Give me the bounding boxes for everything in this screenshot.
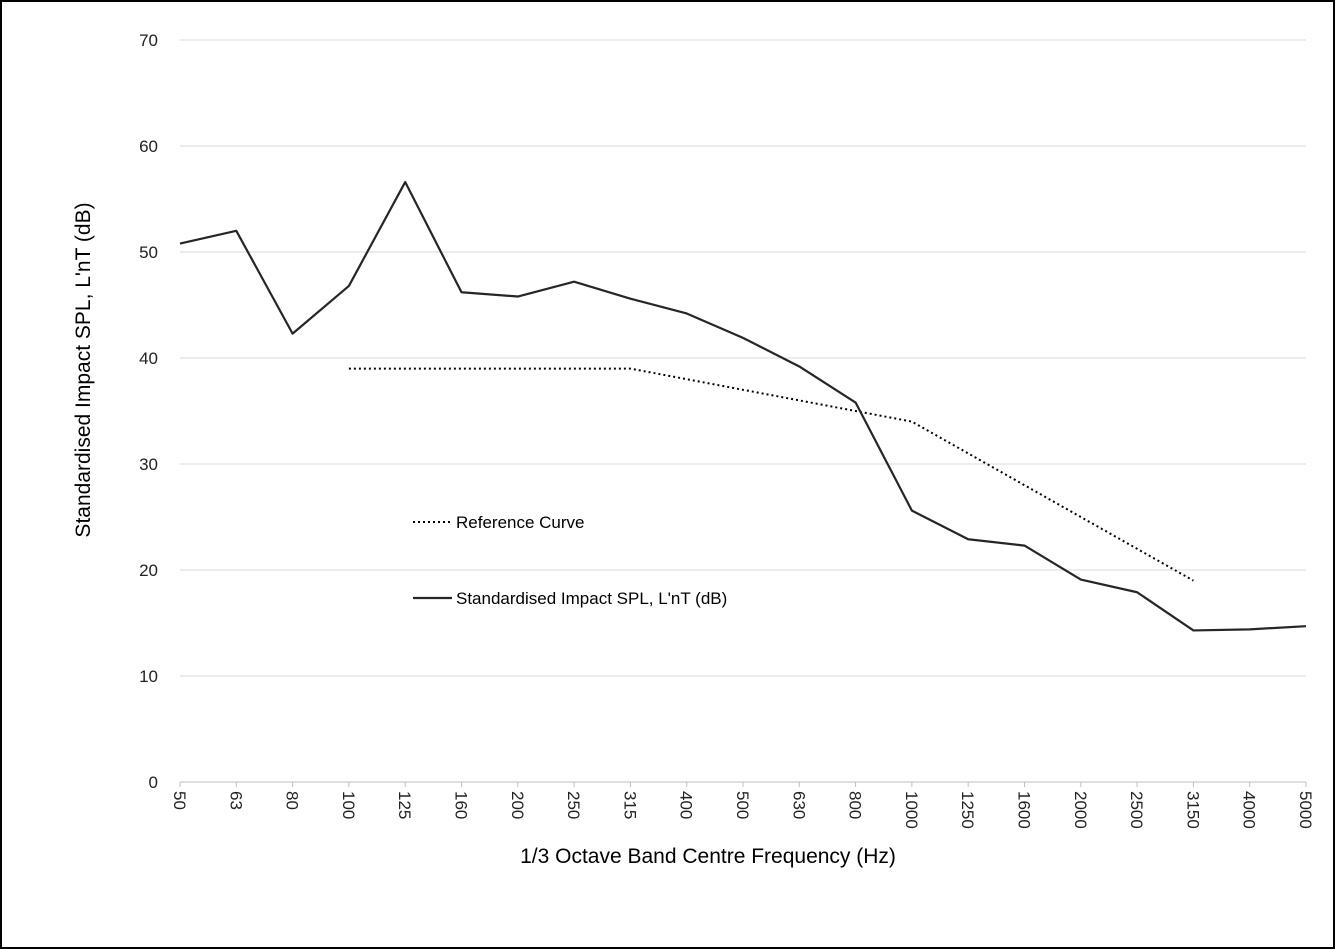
series-lines <box>179 180 1307 632</box>
y-tick-label: 20 <box>139 561 158 580</box>
x-tick-label: 3150 <box>1183 791 1202 829</box>
x-tick-label: 1600 <box>1015 791 1034 829</box>
y-tick-label: 40 <box>139 349 158 368</box>
y-axis-title: Standardised Impact SPL, L'nT (dB) <box>72 202 95 537</box>
x-tick-label: 160 <box>452 791 471 819</box>
x-tick-label: 100 <box>339 791 358 819</box>
legend: Reference Curve Standardised Impact SPL, … <box>413 513 727 608</box>
x-tick-label: 2000 <box>1071 791 1090 829</box>
x-tick-label: 4000 <box>1240 791 1259 829</box>
x-tick-label: 80 <box>283 791 302 810</box>
x-tick-label: 1000 <box>902 791 921 829</box>
axes: 0 10 20 30 40 50 60 70 50 63 80 100 125 160 200 250 315 4… <box>139 31 1315 829</box>
y-tick-label: 50 <box>139 243 158 262</box>
x-tick-label: 1250 <box>958 791 977 829</box>
gridlines <box>180 39 1306 677</box>
y-tick-label: 10 <box>139 667 158 686</box>
x-tick-label: 400 <box>677 791 696 819</box>
x-tick-label: 50 <box>170 791 189 810</box>
x-tick-label: 125 <box>395 791 414 819</box>
measured-spl-line <box>179 180 1307 632</box>
x-tick-label: 500 <box>733 791 752 819</box>
reference-curve-line <box>348 367 1194 582</box>
x-tick-label: 5000 <box>1296 791 1315 829</box>
x-tick-label: 315 <box>620 791 639 819</box>
y-tick-label: 70 <box>139 31 158 50</box>
y-tick-label: 0 <box>149 773 158 792</box>
x-tick-label: 63 <box>226 791 245 810</box>
x-tick-label: 250 <box>564 791 583 819</box>
x-axis-title: 1/3 Octave Band Centre Frequency (Hz) <box>520 845 896 868</box>
x-tick-label: 2500 <box>1127 791 1146 829</box>
legend-label: Reference Curve <box>456 513 585 532</box>
y-tick-label: 60 <box>139 137 158 156</box>
x-tick-label: 630 <box>789 791 808 819</box>
legend-label: Standardised Impact SPL, L'nT (dB) <box>456 589 727 608</box>
x-tick-label: 800 <box>846 791 865 819</box>
y-tick-label: 30 <box>139 455 158 474</box>
x-tick-label: 200 <box>508 791 527 819</box>
